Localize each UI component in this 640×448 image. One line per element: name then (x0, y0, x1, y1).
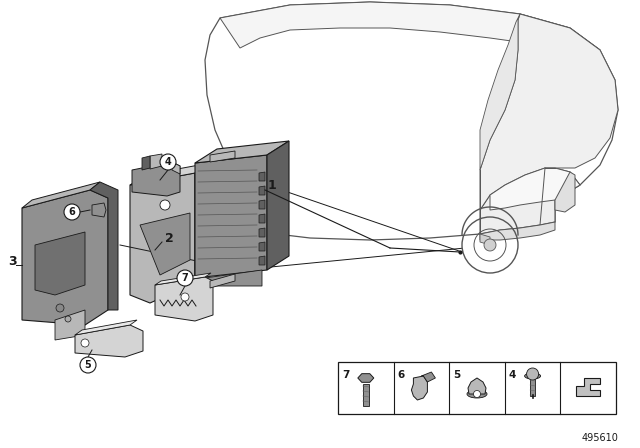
Polygon shape (22, 182, 100, 208)
Text: 1: 1 (268, 178, 276, 191)
Polygon shape (468, 378, 486, 394)
Polygon shape (205, 270, 262, 286)
Polygon shape (480, 14, 618, 210)
Polygon shape (195, 155, 267, 278)
Text: 495610: 495610 (581, 433, 618, 443)
Text: 3: 3 (8, 255, 17, 268)
Circle shape (527, 368, 539, 380)
Polygon shape (259, 172, 265, 181)
Circle shape (81, 339, 89, 347)
Polygon shape (22, 190, 108, 325)
Polygon shape (195, 141, 289, 163)
Polygon shape (155, 273, 211, 285)
Polygon shape (480, 168, 580, 234)
Text: 7: 7 (182, 273, 188, 283)
Bar (530, 376, 535, 396)
Circle shape (65, 316, 71, 322)
Polygon shape (210, 274, 235, 288)
Polygon shape (132, 162, 180, 196)
Ellipse shape (467, 390, 487, 398)
Polygon shape (267, 141, 289, 270)
Text: 4: 4 (164, 157, 172, 167)
Polygon shape (259, 186, 265, 195)
Polygon shape (480, 14, 520, 170)
Text: 6: 6 (397, 370, 405, 380)
Text: 6: 6 (68, 207, 76, 217)
Circle shape (177, 270, 193, 286)
Polygon shape (35, 232, 85, 295)
Polygon shape (259, 214, 265, 223)
Polygon shape (259, 242, 265, 251)
Polygon shape (480, 222, 555, 240)
Circle shape (80, 357, 96, 373)
Polygon shape (75, 320, 137, 335)
Polygon shape (421, 372, 435, 382)
Polygon shape (172, 162, 180, 174)
Polygon shape (155, 277, 213, 321)
Polygon shape (55, 310, 85, 340)
Text: 7: 7 (342, 370, 349, 380)
Text: 4: 4 (509, 370, 516, 380)
Circle shape (181, 293, 189, 301)
Circle shape (160, 154, 176, 170)
Polygon shape (490, 168, 580, 210)
Polygon shape (90, 182, 118, 310)
Polygon shape (142, 156, 150, 170)
Polygon shape (140, 213, 190, 275)
Polygon shape (220, 2, 600, 52)
Polygon shape (358, 374, 374, 382)
Bar (363, 384, 369, 406)
Polygon shape (259, 228, 265, 237)
Polygon shape (210, 151, 235, 162)
Bar (338, 362, 616, 414)
Text: 5: 5 (453, 370, 460, 380)
Polygon shape (259, 256, 265, 265)
Polygon shape (576, 378, 600, 396)
Circle shape (160, 200, 170, 210)
Polygon shape (480, 234, 490, 245)
Ellipse shape (525, 373, 541, 379)
Circle shape (64, 204, 80, 220)
Text: 5: 5 (84, 360, 92, 370)
Polygon shape (195, 163, 210, 283)
Circle shape (56, 304, 64, 312)
Polygon shape (150, 154, 162, 169)
Text: 2: 2 (165, 232, 173, 245)
Circle shape (484, 239, 496, 251)
Polygon shape (412, 376, 428, 400)
Polygon shape (130, 173, 195, 303)
Polygon shape (259, 200, 265, 209)
Polygon shape (92, 203, 106, 217)
Polygon shape (75, 325, 143, 357)
Polygon shape (555, 172, 575, 212)
Circle shape (474, 391, 481, 397)
Polygon shape (130, 163, 210, 185)
Polygon shape (205, 2, 618, 240)
